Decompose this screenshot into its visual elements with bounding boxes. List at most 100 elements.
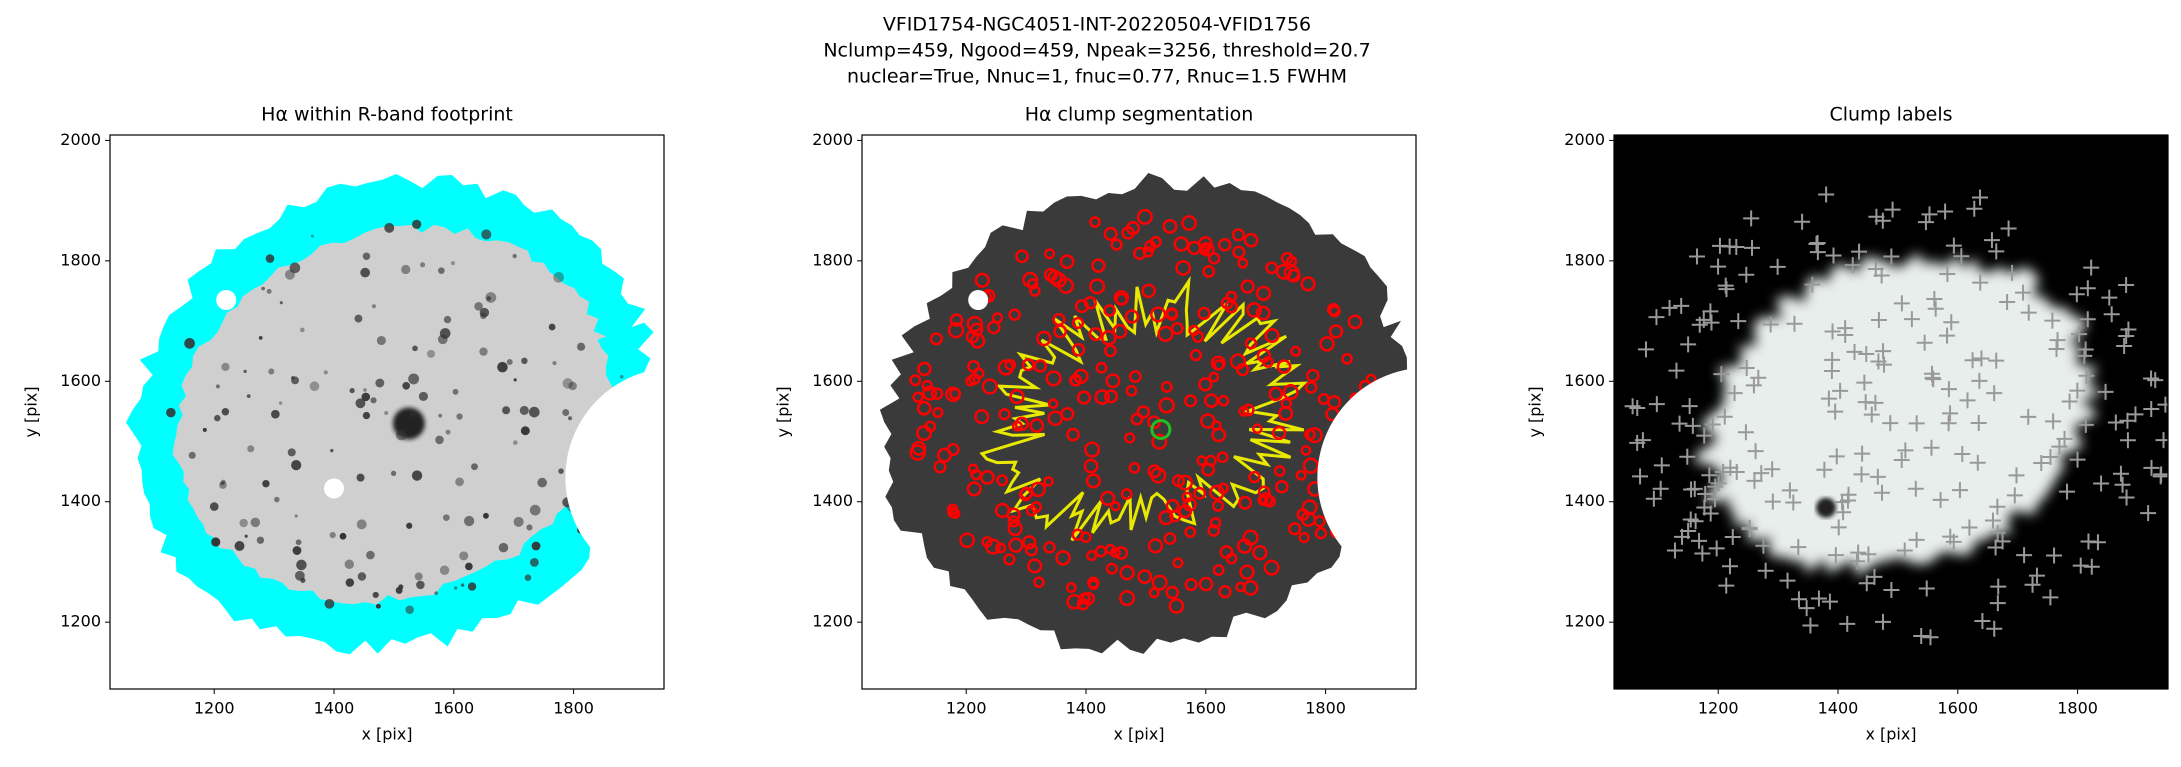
axes-frame <box>1613 134 2169 690</box>
label-marker <box>1661 299 1678 316</box>
label-marker <box>1750 369 1767 386</box>
y-tick-label: 1600 <box>60 371 101 390</box>
y-axis-label: y [pix] <box>22 386 41 437</box>
knot <box>390 470 397 476</box>
knot <box>513 516 524 527</box>
clump <box>1171 474 1186 488</box>
clump <box>1088 327 1103 342</box>
label-marker <box>1875 343 1892 360</box>
knot <box>220 481 225 486</box>
label-marker <box>1722 459 1739 476</box>
knot <box>294 514 298 518</box>
clump <box>996 474 1009 487</box>
knot <box>479 347 488 356</box>
knot <box>401 264 411 275</box>
label-marker <box>1921 206 1938 223</box>
label-marker <box>1730 313 1747 330</box>
label-marker <box>1694 545 1711 562</box>
clump <box>946 442 960 457</box>
x-tick-label: 1400 <box>1066 699 1107 718</box>
knot <box>568 381 577 391</box>
label-marker <box>2114 476 2131 493</box>
knot <box>460 583 465 587</box>
label-marker <box>1964 352 1981 369</box>
clump <box>1275 263 1292 280</box>
label-marker <box>1897 442 1914 459</box>
label-marker <box>1824 323 1841 340</box>
clump <box>1036 330 1052 347</box>
clump <box>1191 330 1205 343</box>
clump <box>1059 254 1075 269</box>
clump <box>1086 550 1098 562</box>
label-marker <box>1715 464 1732 481</box>
clump <box>1301 499 1318 516</box>
label-marker <box>1786 315 1803 332</box>
label-marker <box>2116 338 2133 355</box>
label-marker <box>2056 430 2073 447</box>
label-marker <box>1989 524 2006 541</box>
knot <box>356 473 365 482</box>
clump <box>1255 285 1272 302</box>
label-marker <box>1718 577 1735 594</box>
clump <box>1029 418 1045 433</box>
label-marker <box>1790 591 1807 608</box>
knot <box>486 296 491 301</box>
knot <box>262 479 270 488</box>
label-marker <box>1794 213 1811 230</box>
clump <box>1110 501 1121 512</box>
clump <box>1069 374 1082 387</box>
label-marker <box>1940 415 1957 432</box>
knot <box>437 334 448 345</box>
label-marker <box>1923 439 1940 456</box>
x-tick-label: 1200 <box>946 699 987 718</box>
clump <box>1300 276 1316 292</box>
knot <box>455 477 464 487</box>
knot <box>519 405 529 416</box>
knot <box>537 477 547 488</box>
clump <box>1259 492 1274 507</box>
label-marker <box>1673 297 1690 314</box>
label-marker <box>1989 595 2006 612</box>
knot <box>464 515 475 527</box>
label-marker <box>1697 485 1714 502</box>
knot <box>438 267 445 275</box>
label-marker <box>2045 413 2062 430</box>
clump <box>1024 543 1039 557</box>
clump <box>1302 457 1320 474</box>
x-tick-label: 1800 <box>553 699 594 718</box>
image-area <box>110 135 664 689</box>
label-marker <box>1668 362 1685 379</box>
label-marker <box>2042 589 2059 606</box>
y-tick-label: 1800 <box>1564 250 1605 269</box>
clump <box>1128 462 1141 474</box>
label-marker <box>1823 362 1840 379</box>
label-marker <box>1802 617 1819 634</box>
label-marker <box>1755 537 1772 554</box>
knot <box>406 522 413 529</box>
clump <box>933 460 947 474</box>
label-marker <box>1721 558 1738 575</box>
knot <box>274 496 280 503</box>
x-tick-label: 1800 <box>2057 699 2098 718</box>
knot <box>513 440 518 445</box>
knot <box>287 448 296 457</box>
clump <box>1115 292 1129 306</box>
label-marker <box>1820 390 1837 407</box>
knot <box>483 512 489 519</box>
clump <box>1252 423 1263 435</box>
label-marker <box>1839 615 1856 632</box>
knot <box>558 468 564 474</box>
knot <box>184 338 195 349</box>
clump <box>1239 564 1255 580</box>
knot <box>360 267 370 278</box>
y-tick-label: 2000 <box>812 130 853 149</box>
knot <box>330 448 334 453</box>
y-tick-label: 1200 <box>1564 612 1605 631</box>
label-marker <box>1828 448 1845 465</box>
y-tick-label: 1600 <box>1564 371 1605 390</box>
knot <box>261 286 265 291</box>
clump <box>991 312 1004 324</box>
clump <box>1341 353 1353 365</box>
clump <box>1262 356 1274 368</box>
label-marker <box>1632 468 1649 485</box>
